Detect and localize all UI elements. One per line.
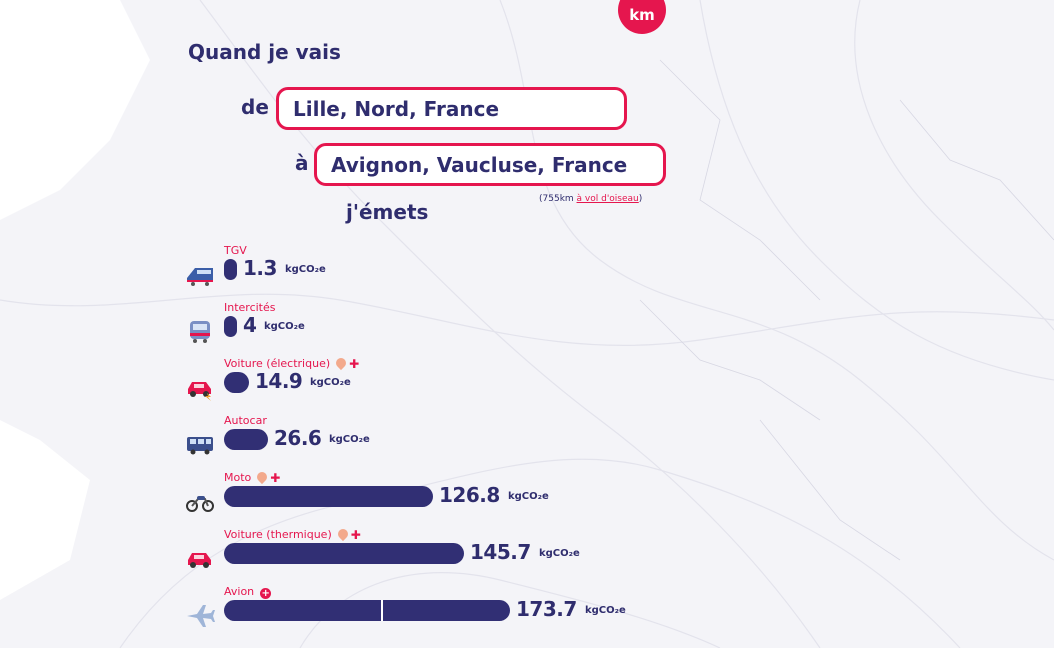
electric-car-icon — [185, 373, 215, 401]
bar-divider — [381, 600, 383, 621]
emission-value: 14.9 — [255, 369, 303, 393]
transport-row: Autocar 26.6 kgCO₂e — [185, 414, 785, 470]
emission-bar[interactable] — [224, 486, 433, 507]
to-input[interactable] — [329, 151, 651, 178]
from-label: de — [241, 95, 269, 119]
pin-icon — [255, 469, 270, 485]
plus-icon: ✚ — [350, 528, 361, 542]
transport-row: Voiture (électrique) ✚ 14.9 kgCO₂e — [185, 355, 785, 413]
transport-mode-name: Avion + — [224, 585, 272, 599]
transport-mode-name: Moto ✚ — [224, 469, 281, 485]
emission-value: 4 — [243, 313, 257, 337]
info-badges[interactable]: ✚ — [255, 469, 281, 485]
emission-bar[interactable] — [224, 316, 237, 337]
transport-mode-label: Voiture (thermique) — [224, 528, 332, 541]
emission-bar[interactable] — [224, 259, 237, 280]
from-input[interactable] — [291, 95, 612, 122]
transport-mode-label: Voiture (électrique) — [224, 357, 331, 370]
pin-icon — [335, 526, 350, 542]
transport-mode-label: Intercités — [224, 301, 276, 314]
plus-icon: ✚ — [349, 357, 360, 371]
bus-icon — [185, 430, 215, 458]
emission-unit: kgCO₂e — [508, 491, 549, 502]
transport-row: Intercités 4 kgCO₂e — [185, 301, 785, 357]
plane-icon — [185, 601, 215, 629]
info-badges[interactable]: + — [260, 586, 272, 599]
km-unit-toggle-button[interactable]: km — [618, 0, 666, 34]
info-badges[interactable]: ✚ — [334, 355, 360, 371]
transport-mode-name: Autocar — [224, 414, 267, 427]
emission-value: 145.7 — [470, 540, 531, 564]
transport-mode-label: Avion — [224, 585, 255, 598]
transport-mode-label: Autocar — [224, 414, 267, 427]
plus-circle-icon: + — [260, 587, 272, 599]
to-field[interactable] — [314, 143, 666, 186]
car-icon — [185, 544, 215, 572]
emission-value: 1.3 — [243, 256, 277, 280]
emission-bar[interactable] — [224, 543, 464, 564]
transport-row: Moto ✚ 126.8 kgCO₂e — [185, 469, 785, 527]
as-the-crow-flies-link[interactable]: à vol d'oiseau — [576, 194, 639, 204]
to-label: à — [295, 151, 309, 175]
transport-mode-label: Moto — [224, 471, 252, 484]
emission-unit: kgCO₂e — [264, 321, 305, 332]
emission-value: 126.8 — [439, 483, 500, 507]
emission-bar[interactable] — [224, 600, 510, 621]
transport-row: Voiture (thermique) ✚ 145.7 kgCO₂e — [185, 526, 785, 584]
transport-mode-name: Voiture (électrique) ✚ — [224, 355, 360, 371]
transport-mode-label: TGV — [224, 244, 247, 257]
distance-info: (755km à vol d'oiseau) — [539, 194, 642, 204]
emission-bar[interactable] — [224, 429, 268, 450]
emission-unit: kgCO₂e — [329, 434, 370, 445]
intercites-train-icon — [185, 317, 215, 345]
tgv-train-icon — [185, 260, 215, 288]
distance-suffix: ) — [638, 194, 643, 204]
transport-mode-name: TGV — [224, 244, 247, 257]
distance-prefix: (755km — [539, 194, 577, 204]
page-title: Quand je vais — [188, 40, 341, 64]
emission-unit: kgCO₂e — [310, 377, 351, 388]
pin-icon — [334, 355, 349, 371]
emits-label: j'émets — [346, 200, 429, 224]
emission-value: 26.6 — [274, 426, 322, 450]
transport-mode-name: Voiture (thermique) ✚ — [224, 526, 361, 542]
info-badges[interactable]: ✚ — [335, 526, 361, 542]
emission-unit: kgCO₂e — [585, 605, 626, 616]
emission-unit: kgCO₂e — [539, 548, 580, 559]
transport-row: TGV 1.3 kgCO₂e — [185, 244, 785, 300]
from-field[interactable] — [276, 87, 627, 130]
transport-mode-name: Intercités — [224, 301, 276, 314]
motorcycle-icon — [185, 487, 215, 515]
emission-unit: kgCO₂e — [285, 264, 326, 275]
transport-row: Avion +173.7 kgCO₂e — [185, 585, 785, 641]
emission-bar[interactable] — [224, 372, 249, 393]
emission-value: 173.7 — [516, 597, 577, 621]
plus-icon: ✚ — [270, 471, 281, 485]
